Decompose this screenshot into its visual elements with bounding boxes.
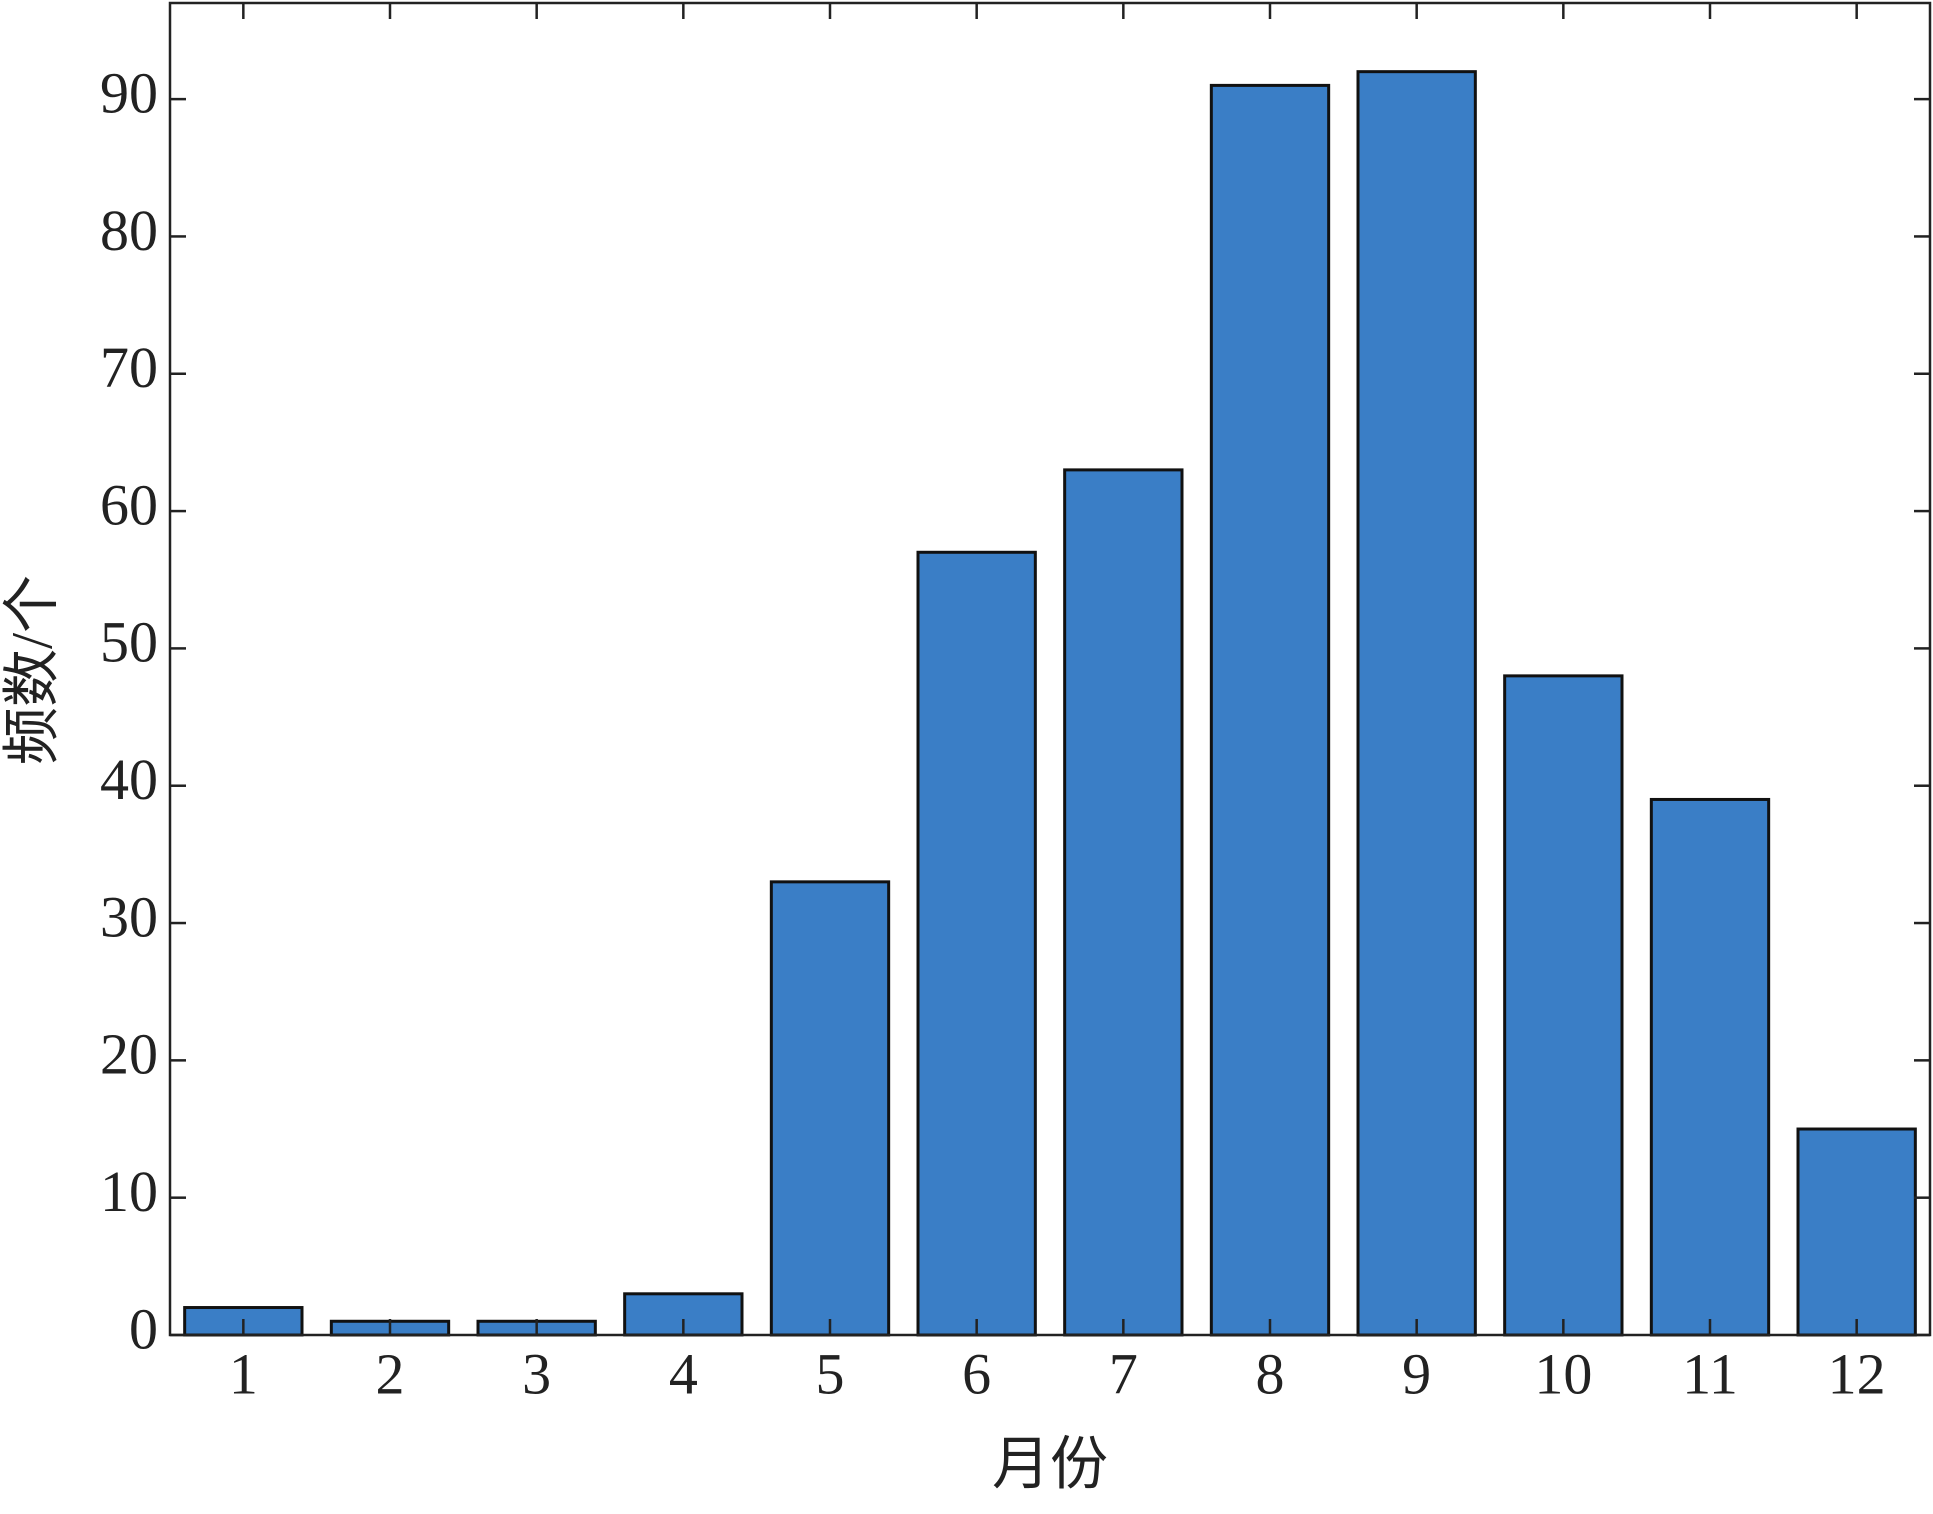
bar (769, 880, 891, 1337)
y-tick-label: 50 (100, 610, 158, 675)
x-tick-label: 2 (376, 1341, 405, 1406)
y-tick-label: 70 (100, 335, 158, 400)
y-tick-label: 90 (100, 60, 158, 125)
x-tick-label: 9 (1402, 1341, 1431, 1406)
x-tick-label: 12 (1828, 1341, 1886, 1406)
bar (1503, 674, 1624, 1337)
x-tick-label: 1 (229, 1341, 258, 1406)
x-tick-label: 11 (1682, 1341, 1738, 1406)
y-tick-label: 20 (100, 1022, 158, 1087)
bar (1209, 83, 1331, 1337)
x-tick-label: 4 (669, 1341, 698, 1406)
x-axis-label: 月份 (992, 1431, 1108, 1496)
bar (1796, 1127, 1917, 1337)
y-axis-label: 频数/个 (0, 575, 64, 765)
bar (1649, 797, 1771, 1337)
x-tick-label: 3 (522, 1341, 551, 1406)
y-tick-label: 0 (129, 1296, 158, 1361)
bar (1356, 70, 1477, 1337)
x-tick-label: 6 (962, 1341, 991, 1406)
y-tick-label: 80 (100, 198, 158, 263)
x-tick-label: 8 (1256, 1341, 1285, 1406)
y-tick-label: 10 (100, 1159, 158, 1224)
x-tick-label: 10 (1534, 1341, 1592, 1406)
y-tick-label: 40 (100, 747, 158, 812)
y-tick-label: 60 (100, 472, 158, 537)
bar (1063, 468, 1184, 1337)
x-tick-label: 5 (816, 1341, 845, 1406)
y-tick-label: 30 (100, 884, 158, 949)
plot-frame (168, 1, 1932, 1337)
bar (916, 550, 1037, 1337)
x-tick-label: 7 (1109, 1341, 1138, 1406)
